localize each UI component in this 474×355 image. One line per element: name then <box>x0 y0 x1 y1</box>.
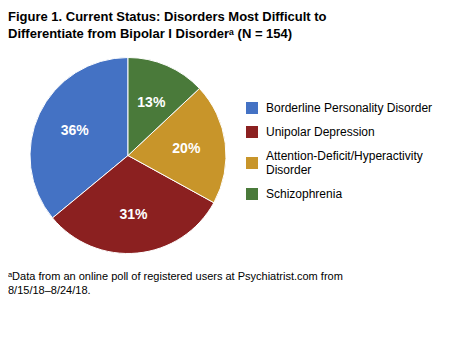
html-text:Differentiate from Bipolar I D: Differentiate from Bipolar I Disorderᵃ (… <box>8 26 293 41</box>
html-text:Figure 1. Current Status: Diso: Figure 1. Current Status: Disorders Most… <box>8 9 327 24</box>
svg-text:13%: 13% <box>137 94 166 110</box>
html-text:Schizophrenia: Schizophrenia <box>266 186 343 201</box>
html-text:Unipolar Depression: Unipolar Depression <box>266 124 375 139</box>
html-text:8/15/18–8/24/18.: 8/15/18–8/24/18. <box>8 284 91 296</box>
html-text:Borderline Personality Disorde: Borderline Personality Disorder <box>266 100 433 115</box>
svg-text:31%: 31% <box>120 206 149 222</box>
svg-text:20%: 20% <box>172 140 201 156</box>
svg-text:36%: 36% <box>61 122 90 138</box>
html-text:Attention-Deficit/Hyperactivit: Attention-Deficit/Hyperactivity Disorder <box>266 148 423 177</box>
html-text:ᵃData from an online poll of r: ᵃData from an online poll of registered … <box>8 270 343 282</box>
